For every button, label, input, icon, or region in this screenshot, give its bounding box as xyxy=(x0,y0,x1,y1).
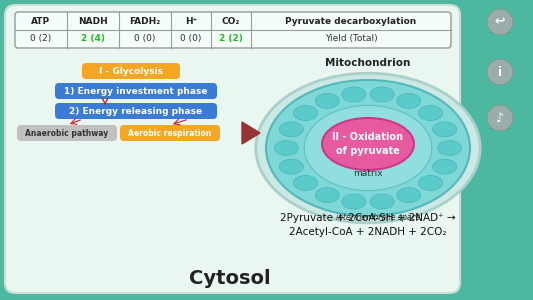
Ellipse shape xyxy=(274,140,298,155)
Circle shape xyxy=(487,59,513,85)
Ellipse shape xyxy=(418,106,442,121)
Text: II - Oxidation
of pyruvate: II - Oxidation of pyruvate xyxy=(333,132,403,156)
Text: Mitochondrion: Mitochondrion xyxy=(325,58,411,68)
Text: 0 (0): 0 (0) xyxy=(180,34,201,43)
FancyBboxPatch shape xyxy=(17,125,117,141)
Ellipse shape xyxy=(342,194,366,209)
Text: 2 (4): 2 (4) xyxy=(81,34,105,43)
FancyBboxPatch shape xyxy=(120,125,220,141)
Ellipse shape xyxy=(294,106,318,121)
FancyBboxPatch shape xyxy=(15,12,451,48)
Ellipse shape xyxy=(315,188,339,202)
Text: ♪: ♪ xyxy=(496,112,504,124)
Text: 2Pyruvate + 2CoA-SH + 2NAD⁺ →: 2Pyruvate + 2CoA-SH + 2NAD⁺ → xyxy=(280,213,456,223)
Text: 0 (2): 0 (2) xyxy=(30,34,52,43)
Circle shape xyxy=(487,105,513,131)
Ellipse shape xyxy=(342,87,366,102)
Text: Yield (Total): Yield (Total) xyxy=(325,34,377,43)
Text: FADH₂: FADH₂ xyxy=(130,16,160,26)
Text: Anaerobic pathway: Anaerobic pathway xyxy=(26,128,109,137)
FancyBboxPatch shape xyxy=(55,83,217,99)
Ellipse shape xyxy=(433,122,457,137)
Text: 2) Energy releasing phase: 2) Energy releasing phase xyxy=(69,106,203,116)
Text: Aerobic respiration: Aerobic respiration xyxy=(128,128,212,137)
Ellipse shape xyxy=(370,87,394,102)
Ellipse shape xyxy=(438,140,462,155)
Text: Pyruvate decarboxylation: Pyruvate decarboxylation xyxy=(285,16,417,26)
Text: matrix: matrix xyxy=(353,169,383,178)
Text: 0 (0): 0 (0) xyxy=(134,34,156,43)
Text: CO₂: CO₂ xyxy=(222,16,240,26)
Ellipse shape xyxy=(279,159,303,174)
FancyBboxPatch shape xyxy=(55,103,217,119)
Text: 2Acetyl-CoA + 2NADH + 2CO₂: 2Acetyl-CoA + 2NADH + 2CO₂ xyxy=(289,227,447,237)
FancyBboxPatch shape xyxy=(5,5,460,293)
Circle shape xyxy=(487,9,513,35)
Text: ↩: ↩ xyxy=(495,16,505,28)
Text: 1) Energy investment phase: 1) Energy investment phase xyxy=(64,86,208,95)
Text: I - Glycolysis: I - Glycolysis xyxy=(99,67,163,76)
Text: H⁺: H⁺ xyxy=(185,16,197,26)
Ellipse shape xyxy=(397,93,421,108)
Ellipse shape xyxy=(370,194,394,209)
Text: Cytosol: Cytosol xyxy=(189,268,271,287)
Ellipse shape xyxy=(322,118,414,170)
Text: NADH: NADH xyxy=(78,16,108,26)
Ellipse shape xyxy=(418,176,442,190)
Ellipse shape xyxy=(279,122,303,137)
Text: intermembrane space: intermembrane space xyxy=(336,213,420,222)
Ellipse shape xyxy=(315,93,339,108)
Ellipse shape xyxy=(304,106,432,190)
Ellipse shape xyxy=(294,176,318,190)
Ellipse shape xyxy=(266,80,470,216)
Text: 2 (2): 2 (2) xyxy=(219,34,243,43)
Text: ATP: ATP xyxy=(31,16,51,26)
Polygon shape xyxy=(242,122,260,144)
FancyBboxPatch shape xyxy=(82,63,180,79)
Text: i: i xyxy=(498,65,502,79)
Ellipse shape xyxy=(397,188,421,202)
Ellipse shape xyxy=(433,159,457,174)
Ellipse shape xyxy=(256,73,480,223)
